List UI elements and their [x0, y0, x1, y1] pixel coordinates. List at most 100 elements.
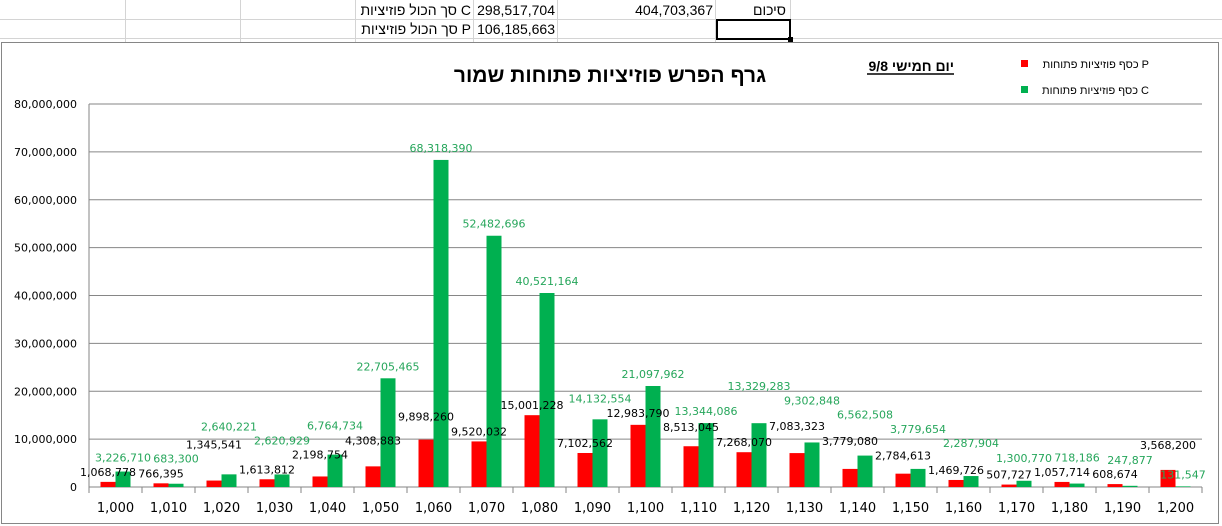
x-tick-label: 1,050 — [362, 501, 399, 516]
bar-p — [683, 446, 699, 487]
sum-label[interactable]: סיכום — [752, 2, 786, 18]
y-tick-label: 0 — [70, 481, 77, 494]
data-label-c: 40,521,164 — [516, 275, 579, 288]
bar-p — [365, 466, 381, 487]
spreadsheet-cells: סך הכול פוזיציות C 298,517,704 סך הכול פ… — [0, 0, 1222, 44]
legend-swatch-p — [1021, 60, 1028, 67]
bar-p — [100, 481, 116, 487]
x-tick-label: 1,160 — [945, 501, 982, 516]
data-label-p: 3,779,080 — [822, 435, 878, 448]
bar-c — [539, 293, 555, 487]
x-tick-label: 1,170 — [998, 501, 1035, 516]
data-label-c: 9,302,848 — [784, 394, 840, 407]
data-label-c: 6,764,734 — [307, 420, 363, 433]
x-tick-label: 1,110 — [680, 501, 717, 516]
x-tick-label: 1,060 — [415, 501, 452, 516]
x-tick-label: 1,090 — [574, 501, 611, 516]
sum-value[interactable]: 404,703,367 — [635, 2, 713, 18]
data-label-c: 22,705,465 — [357, 360, 420, 373]
data-label-p: 7,102,562 — [557, 437, 613, 450]
data-label-p: 15,001,228 — [501, 399, 564, 412]
y-tick-label: 60,000,000 — [14, 194, 77, 207]
data-label-p: 7,268,070 — [716, 436, 772, 449]
x-tick-label: 1,140 — [839, 501, 876, 516]
bar-chart: 0 10,000,000 20,000,000 30,000,000 40,000,00… — [14, 58, 1206, 516]
data-label-c: 718,186 — [1054, 452, 1100, 465]
bar-p — [524, 415, 540, 487]
bar-p — [418, 439, 434, 487]
bar-c — [115, 471, 131, 487]
data-label-c: 52,482,696 — [463, 218, 526, 231]
bar-p — [471, 441, 487, 487]
data-label-c: 6,562,508 — [837, 409, 893, 422]
x-tick-label: 1,040 — [309, 501, 346, 516]
data-label-c: 2,287,904 — [943, 437, 999, 450]
data-label-p: 766,395 — [138, 467, 184, 480]
bar-c — [1122, 485, 1138, 487]
x-tick-label: 1,020 — [203, 501, 240, 516]
data-label-c: 13,344,086 — [675, 405, 738, 418]
bar-c — [486, 235, 502, 487]
data-label-p: 1,057,714 — [1034, 466, 1090, 479]
y-tick-label: 50,000,000 — [14, 242, 77, 255]
bar-p — [206, 480, 222, 487]
selected-cell[interactable] — [716, 19, 793, 42]
c-total-value[interactable]: 298,517,704 — [477, 2, 555, 18]
x-tick-label: 1,010 — [150, 501, 187, 516]
data-label-p: 1,613,812 — [239, 463, 295, 476]
bar-c — [433, 159, 449, 487]
y-tick-label: 30,000,000 — [14, 337, 77, 350]
bar-p — [630, 424, 646, 487]
x-tick-label: 1,120 — [733, 501, 770, 516]
data-label-p: 2,784,613 — [875, 450, 931, 463]
bar-p — [577, 452, 593, 487]
bar-p — [1001, 484, 1017, 487]
data-label-p: 9,520,032 — [451, 425, 507, 438]
bar-c — [1069, 483, 1085, 487]
p-total-value[interactable]: 106,185,663 — [477, 21, 555, 37]
bar-c — [751, 423, 767, 487]
p-total-label[interactable]: סך הכול פוזיציות P — [361, 21, 471, 37]
data-label-p: 4,308,883 — [345, 434, 401, 447]
bar-p — [736, 452, 752, 487]
data-label-p: 9,898,260 — [398, 411, 454, 424]
x-tick-label: 1,200 — [1157, 501, 1194, 516]
data-label-c: 247,877 — [1107, 454, 1153, 467]
data-label-c: 131,547 — [1160, 468, 1206, 481]
data-label-c: 1,300,770 — [996, 452, 1052, 465]
data-label-c: 13,329,283 — [728, 380, 791, 393]
bar-c — [1175, 486, 1191, 487]
legend-label-c: כסף פוזיציות פתוחות C — [1042, 85, 1149, 97]
data-label-p: 8,513,045 — [663, 421, 719, 434]
bar-c — [380, 378, 396, 487]
bar-c — [274, 474, 290, 487]
bar-p — [895, 473, 911, 487]
data-label-p: 507,727 — [986, 469, 1032, 482]
bar-p — [842, 468, 858, 487]
data-label-p: 2,198,754 — [292, 448, 348, 461]
data-label-p: 3,568,200 — [1140, 439, 1196, 452]
bar-p — [153, 483, 169, 487]
bar-c — [857, 455, 873, 487]
data-label-p: 1,469,726 — [928, 464, 984, 477]
data-label-c: 3,226,710 — [95, 452, 151, 465]
data-label-p: 1,345,541 — [186, 439, 242, 452]
legend-swatch-c — [1021, 86, 1028, 93]
data-label-c: 21,097,962 — [622, 368, 685, 381]
bar-c — [645, 385, 661, 487]
bar-p — [1054, 481, 1070, 487]
bar-c — [168, 483, 184, 487]
x-tick-label: 1,180 — [1051, 501, 1088, 516]
y-tick-label: 20,000,000 — [14, 385, 77, 398]
data-label-p: 12,983,790 — [607, 407, 670, 420]
bar-p — [1107, 484, 1123, 487]
chart-area[interactable]: 0 10,000,000 20,000,000 30,000,000 40,000,00… — [1, 42, 1219, 524]
bar-c — [698, 423, 714, 487]
bar-p — [259, 479, 275, 487]
data-label-c: 2,640,221 — [201, 420, 257, 433]
y-tick-label: 70,000,000 — [14, 146, 77, 159]
y-tick-label: 40,000,000 — [14, 290, 77, 303]
x-tick-label: 1,030 — [256, 501, 293, 516]
c-total-label[interactable]: סך הכול פוזיציות C — [360, 2, 472, 18]
data-label-c: 14,132,554 — [569, 392, 632, 405]
